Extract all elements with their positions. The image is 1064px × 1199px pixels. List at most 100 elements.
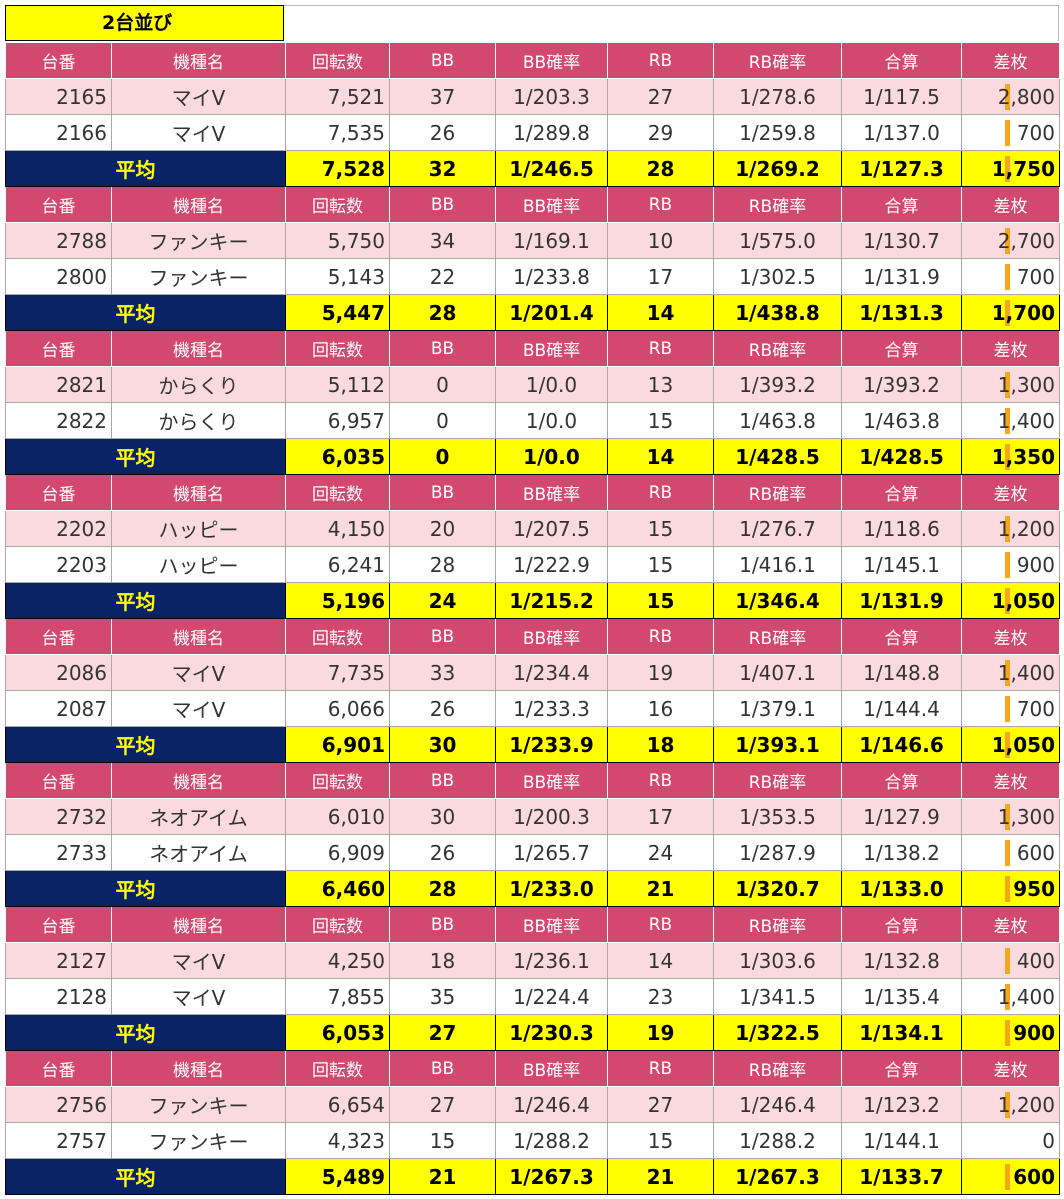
cell-bb-count[interactable]: 18	[389, 942, 496, 979]
cell-rb-count[interactable]: 16	[607, 690, 714, 727]
header-cell-spin-count[interactable]: 回転数	[285, 186, 390, 223]
cell-rb-rate[interactable]: 1/303.6	[713, 942, 842, 979]
cell-rb-count[interactable]: 19	[607, 654, 714, 691]
header-cell-combined-rate[interactable]: 合算	[841, 42, 962, 79]
avg-rb-count[interactable]: 28	[607, 150, 714, 187]
cell-coin-difference[interactable]: 700	[961, 114, 1060, 151]
avg-spin-count[interactable]: 5,489	[285, 1158, 390, 1195]
avg-rb-rate[interactable]: 1/346.4	[713, 582, 842, 619]
cell-machine-number[interactable]: 2202	[5, 510, 112, 547]
avg-combined-rate[interactable]: 1/146.6	[841, 726, 962, 763]
cell-machine-number[interactable]: 2203	[5, 546, 112, 583]
cell-bb-count[interactable]: 27	[389, 1086, 496, 1123]
average-label[interactable]: 平均	[5, 726, 286, 763]
cell-combined-rate[interactable]: 1/130.7	[841, 222, 962, 259]
header-cell-bb-count[interactable]: BB	[389, 618, 496, 655]
cell-model-name[interactable]: マイV	[111, 654, 286, 691]
cell-coin-difference[interactable]: 0	[961, 1122, 1060, 1159]
avg-coin-difference[interactable]: 1,050	[961, 726, 1060, 763]
cell-bb-count[interactable]: 30	[389, 798, 496, 835]
cell-bb-count[interactable]: 22	[389, 258, 496, 295]
header-cell-machine-number[interactable]: 台番	[5, 906, 112, 943]
cell-spin-count[interactable]: 6,909	[285, 834, 390, 871]
cell-combined-rate[interactable]: 1/127.9	[841, 798, 962, 835]
header-cell-machine-number[interactable]: 台番	[5, 1050, 112, 1087]
avg-rb-rate[interactable]: 1/320.7	[713, 870, 842, 907]
cell-combined-rate[interactable]: 1/138.2	[841, 834, 962, 871]
header-cell-rb-rate[interactable]: RB確率	[713, 618, 842, 655]
cell-coin-difference[interactable]: 700	[961, 690, 1060, 727]
cell-rb-rate[interactable]: 1/341.5	[713, 978, 842, 1015]
cell-combined-rate[interactable]: 1/135.4	[841, 978, 962, 1015]
cell-machine-number[interactable]: 2087	[5, 690, 112, 727]
avg-rb-count[interactable]: 14	[607, 294, 714, 331]
avg-bb-count[interactable]: 0	[389, 438, 496, 475]
cell-rb-count[interactable]: 23	[607, 978, 714, 1015]
cell-spin-count[interactable]: 7,855	[285, 978, 390, 1015]
cell-model-name[interactable]: ファンキー	[111, 258, 286, 295]
cell-machine-number[interactable]: 2756	[5, 1086, 112, 1123]
header-cell-bb-count[interactable]: BB	[389, 330, 496, 367]
cell-model-name[interactable]: ファンキー	[111, 1086, 286, 1123]
cell-coin-difference[interactable]: 1,300	[961, 798, 1060, 835]
average-label[interactable]: 平均	[5, 870, 286, 907]
avg-bb-rate[interactable]: 1/233.0	[495, 870, 608, 907]
cell-model-name[interactable]: ハッピー	[111, 510, 286, 547]
cell-machine-number[interactable]: 2128	[5, 978, 112, 1015]
cell-machine-number[interactable]: 2165	[5, 78, 112, 115]
cell-coin-difference[interactable]: 2,700	[961, 222, 1060, 259]
cell-bb-rate[interactable]: 1/203.3	[495, 78, 608, 115]
header-cell-rb-count[interactable]: RB	[607, 186, 714, 223]
avg-bb-rate[interactable]: 1/246.5	[495, 150, 608, 187]
header-cell-model-name[interactable]: 機種名	[111, 906, 286, 943]
cell-model-name[interactable]: マイV	[111, 690, 286, 727]
avg-combined-rate[interactable]: 1/133.7	[841, 1158, 962, 1195]
cell-machine-number[interactable]: 2127	[5, 942, 112, 979]
header-cell-combined-rate[interactable]: 合算	[841, 1050, 962, 1087]
cell-bb-rate[interactable]: 1/207.5	[495, 510, 608, 547]
header-cell-rb-count[interactable]: RB	[607, 42, 714, 79]
cell-spin-count[interactable]: 7,535	[285, 114, 390, 151]
cell-rb-count[interactable]: 13	[607, 366, 714, 403]
header-cell-rb-rate[interactable]: RB確率	[713, 330, 842, 367]
cell-model-name[interactable]: マイV	[111, 78, 286, 115]
avg-coin-difference[interactable]: 950	[961, 870, 1060, 907]
avg-bb-rate[interactable]: 1/267.3	[495, 1158, 608, 1195]
header-cell-spin-count[interactable]: 回転数	[285, 330, 390, 367]
cell-combined-rate[interactable]: 1/118.6	[841, 510, 962, 547]
header-cell-coin-difference[interactable]: 差枚	[961, 42, 1060, 79]
avg-bb-count[interactable]: 28	[389, 870, 496, 907]
avg-spin-count[interactable]: 5,196	[285, 582, 390, 619]
avg-combined-rate[interactable]: 1/131.9	[841, 582, 962, 619]
cell-bb-count[interactable]: 35	[389, 978, 496, 1015]
header-cell-spin-count[interactable]: 回転数	[285, 1050, 390, 1087]
cell-bb-count[interactable]: 33	[389, 654, 496, 691]
header-cell-model-name[interactable]: 機種名	[111, 618, 286, 655]
avg-rb-count[interactable]: 21	[607, 870, 714, 907]
cell-spin-count[interactable]: 5,112	[285, 366, 390, 403]
cell-rb-rate[interactable]: 1/288.2	[713, 1122, 842, 1159]
cell-combined-rate[interactable]: 1/463.8	[841, 402, 962, 439]
avg-spin-count[interactable]: 5,447	[285, 294, 390, 331]
average-label[interactable]: 平均	[5, 1014, 286, 1051]
title-empty-cell[interactable]	[284, 5, 1059, 41]
header-cell-rb-count[interactable]: RB	[607, 906, 714, 943]
cell-spin-count[interactable]: 4,323	[285, 1122, 390, 1159]
avg-coin-difference[interactable]: 600	[961, 1158, 1060, 1195]
cell-model-name[interactable]: からくり	[111, 366, 286, 403]
cell-rb-rate[interactable]: 1/379.1	[713, 690, 842, 727]
cell-rb-rate[interactable]: 1/287.9	[713, 834, 842, 871]
cell-combined-rate[interactable]: 1/123.2	[841, 1086, 962, 1123]
cell-rb-count[interactable]: 15	[607, 546, 714, 583]
header-cell-model-name[interactable]: 機種名	[111, 42, 286, 79]
sheet-title[interactable]: 2台並び	[5, 5, 284, 41]
cell-combined-rate[interactable]: 1/131.9	[841, 258, 962, 295]
avg-coin-difference[interactable]: 1,050	[961, 582, 1060, 619]
cell-combined-rate[interactable]: 1/144.4	[841, 690, 962, 727]
header-cell-spin-count[interactable]: 回転数	[285, 618, 390, 655]
header-cell-rb-rate[interactable]: RB確率	[713, 906, 842, 943]
avg-rb-rate[interactable]: 1/267.3	[713, 1158, 842, 1195]
cell-spin-count[interactable]: 4,250	[285, 942, 390, 979]
cell-machine-number[interactable]: 2166	[5, 114, 112, 151]
cell-model-name[interactable]: ファンキー	[111, 222, 286, 259]
